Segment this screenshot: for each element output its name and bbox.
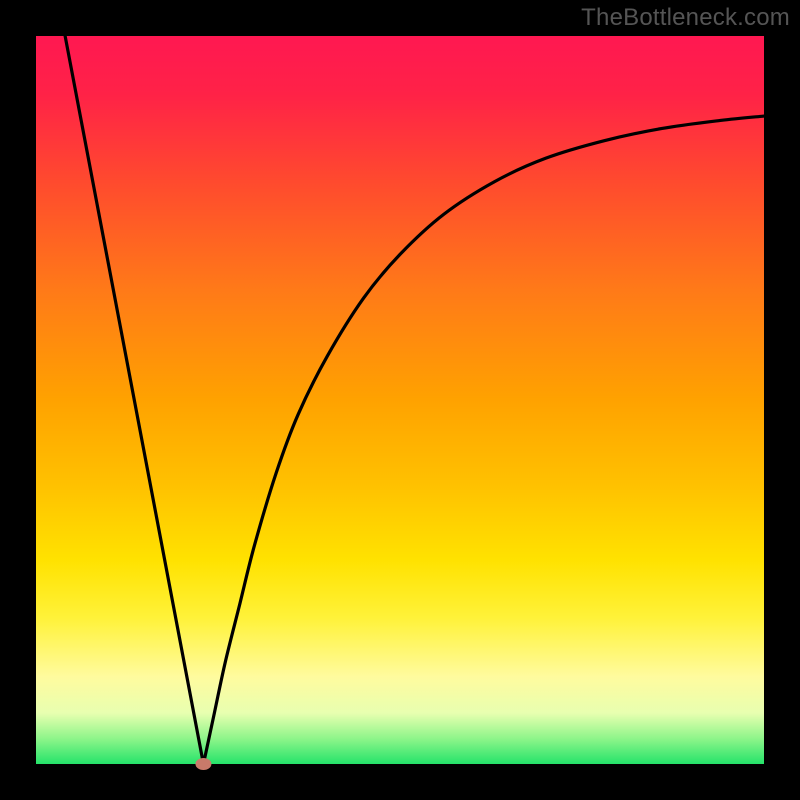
bottleneck-chart (0, 0, 800, 800)
optimal-point-marker (195, 758, 211, 770)
chart-root: TheBottleneck.com (0, 0, 800, 800)
watermark-text: TheBottleneck.com (581, 4, 790, 32)
plot-background (36, 36, 764, 764)
